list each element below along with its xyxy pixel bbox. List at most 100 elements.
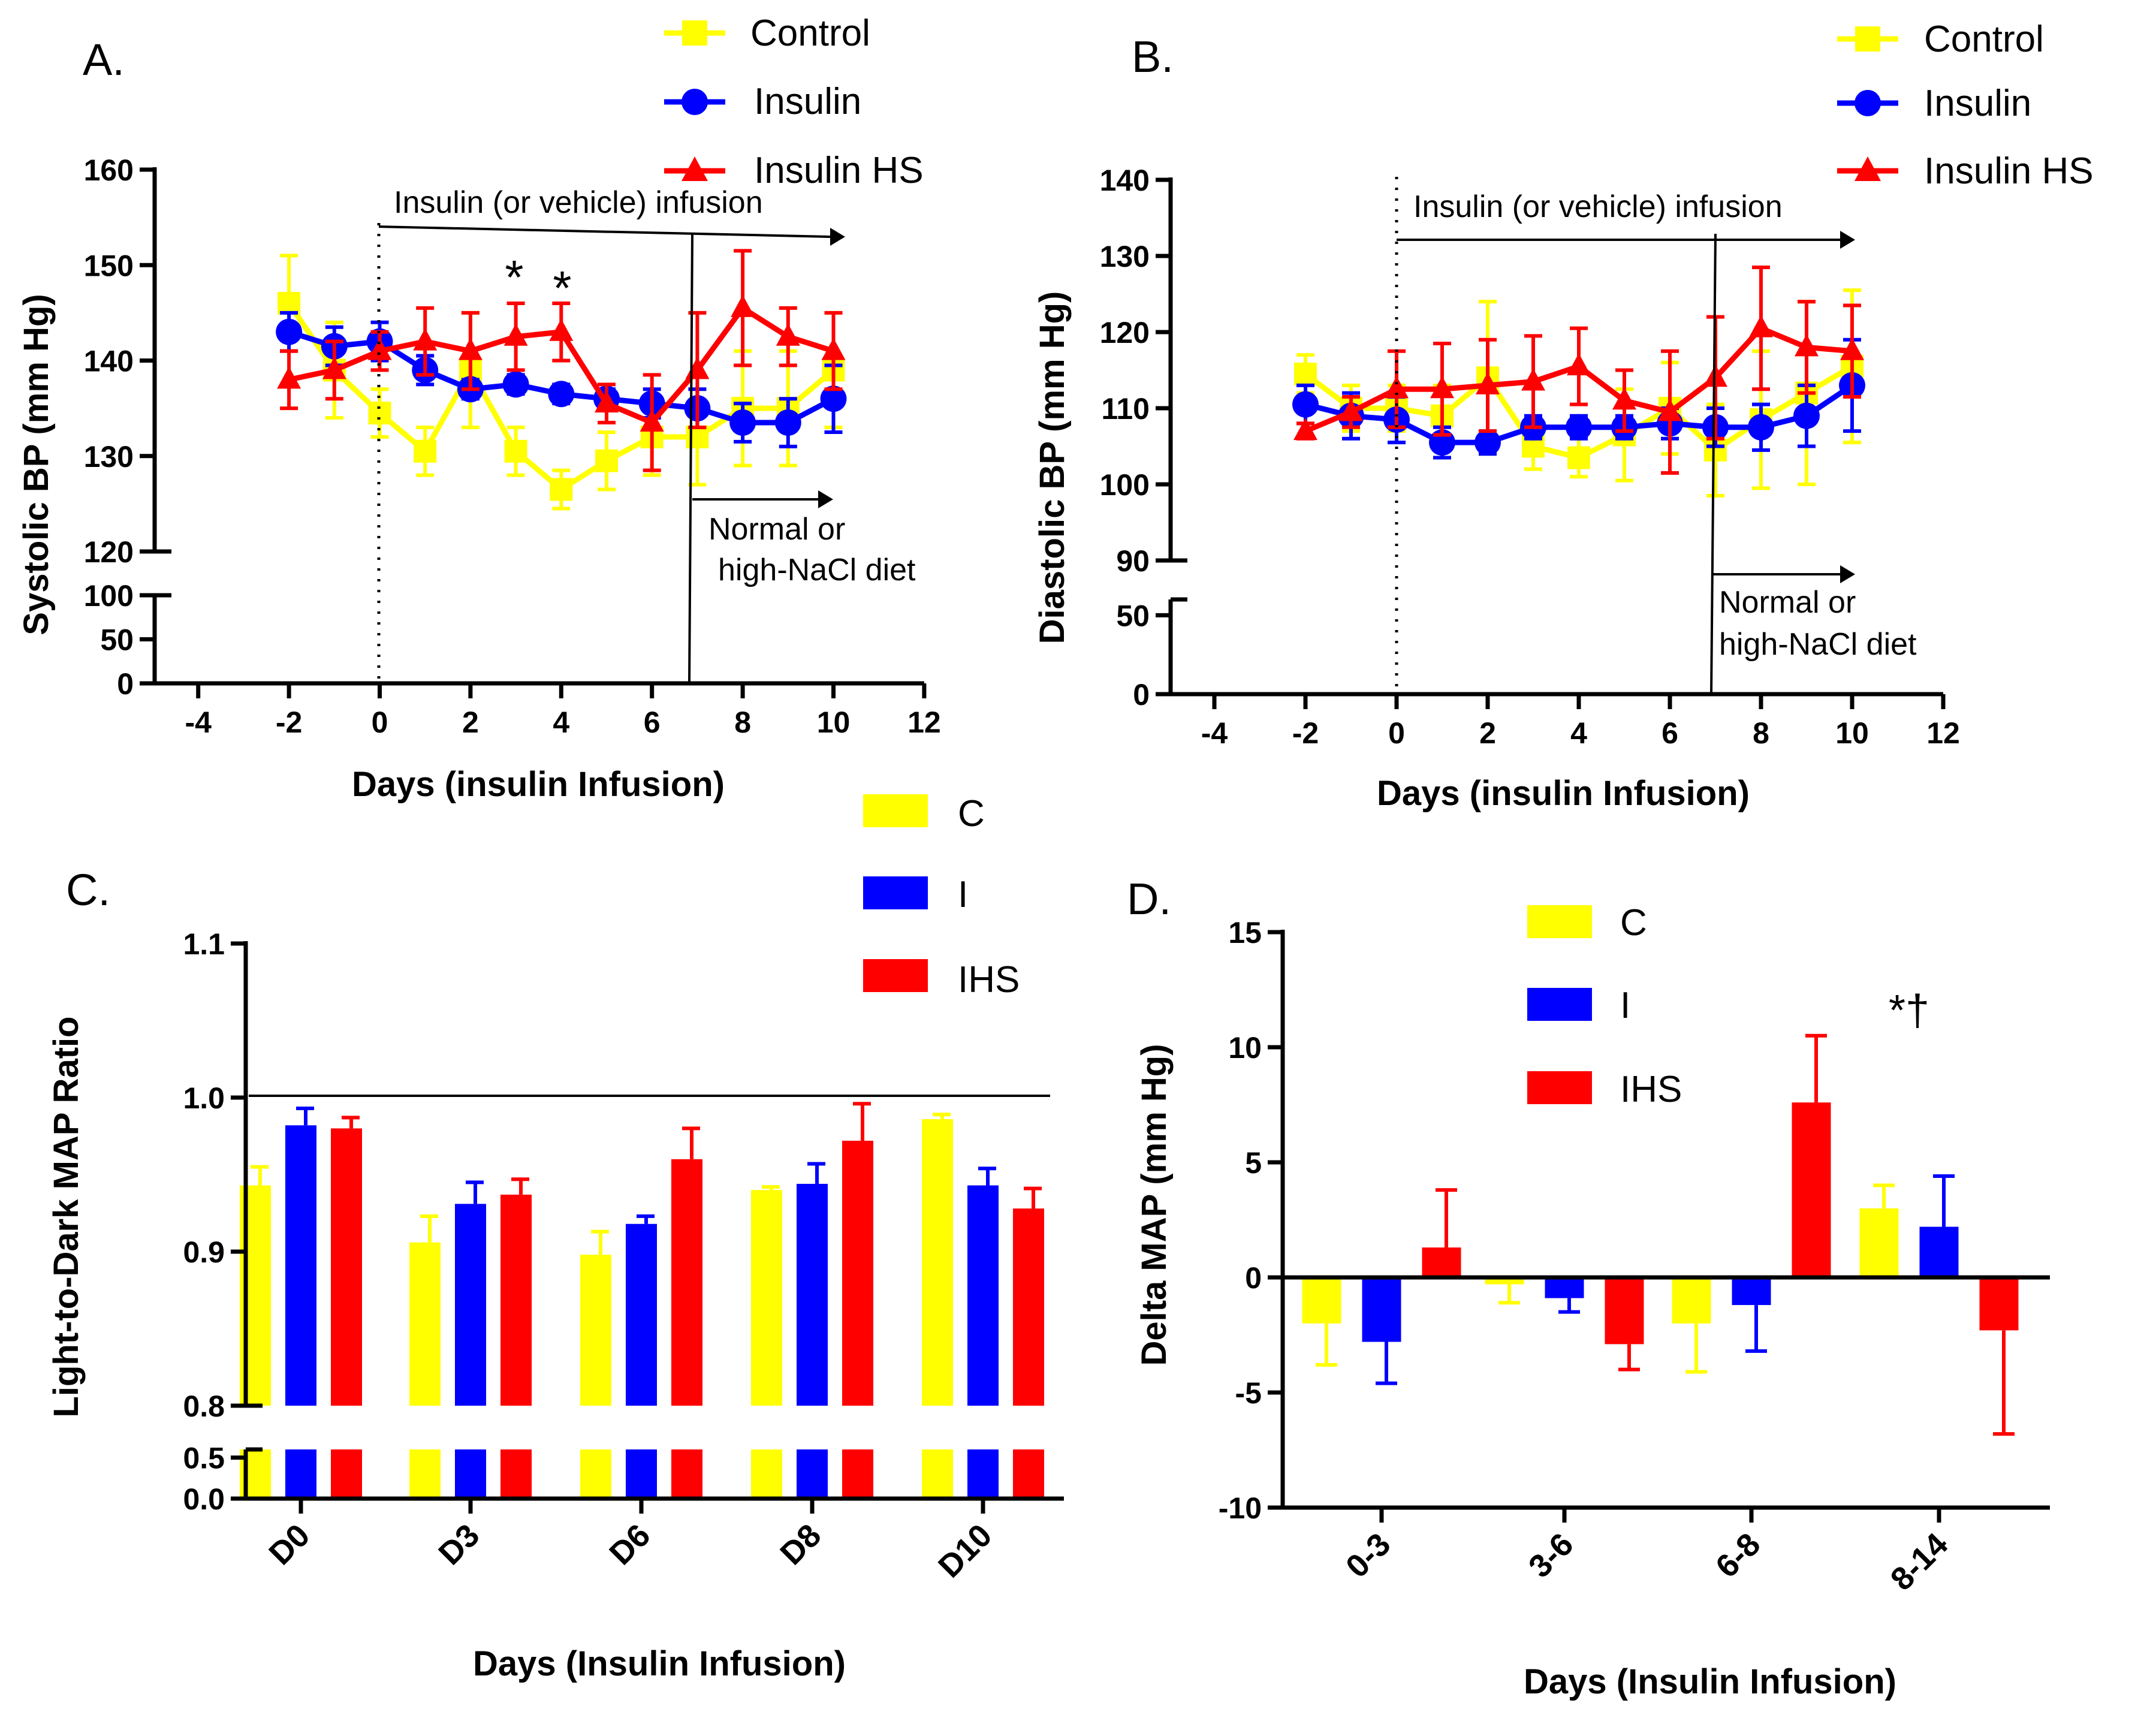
c-bar-c-upper bbox=[409, 1242, 441, 1406]
d-bar-ihs bbox=[1979, 1277, 2019, 1331]
d-bar-i bbox=[1919, 1226, 1959, 1277]
b-point-insulin-hs bbox=[1339, 399, 1363, 421]
panel-d-legend-c-swatch bbox=[1527, 905, 1592, 938]
b-y-tick-label: 110 bbox=[1101, 392, 1150, 426]
c-bar-ihs-upper bbox=[1013, 1208, 1044, 1406]
c-y-tick-label: 1.0 bbox=[183, 1081, 225, 1115]
panel-a-legend-insulin-hs-label: Insulin HS bbox=[754, 150, 924, 191]
b-x-tick-label: 4 bbox=[1570, 716, 1587, 750]
c-bar-ihs-lower bbox=[331, 1449, 362, 1499]
panel-a-y-axis-title: Systolic BP (mm Hg) bbox=[17, 294, 56, 635]
c-bar-ihs-lower bbox=[500, 1449, 532, 1499]
panel-c-legend-ihs-swatch bbox=[863, 959, 928, 992]
panel-d-x-axis-title: Days (Insulin Infusion) bbox=[1524, 1662, 1896, 1701]
a-point-control bbox=[278, 291, 301, 315]
c-bar-i-upper bbox=[285, 1125, 316, 1406]
panel-d-axes bbox=[1280, 930, 2050, 1510]
d-bar-ihs bbox=[1605, 1277, 1644, 1345]
a-point-insulin-hs bbox=[640, 409, 664, 432]
panel-a-legend-insulin-marker bbox=[682, 89, 708, 115]
panel-b-x-axis-title: Days (insulin Infusion) bbox=[1377, 774, 1750, 813]
a-point-insulin-hs bbox=[731, 294, 755, 317]
b-point-insulin bbox=[1748, 414, 1774, 441]
a-x-tick-label: 2 bbox=[462, 706, 479, 739]
b-point-insulin bbox=[1292, 391, 1319, 418]
c-bar-ihs-upper bbox=[671, 1159, 702, 1406]
panel-a-diet-label-line1: Normal or bbox=[708, 512, 845, 547]
c-bar-ihs-lower bbox=[671, 1449, 702, 1499]
panel-b-legend-insulin-hs-label: Insulin HS bbox=[1924, 150, 2094, 192]
d-y-tick-label: -10 bbox=[1219, 1491, 1262, 1525]
panel-a-x-axis-title: Days (insulin Infusion) bbox=[352, 765, 725, 804]
panel-d-legend-i-label: I bbox=[1620, 985, 1630, 1026]
a-point-insulin bbox=[276, 318, 303, 345]
panel-b: B. Diastolic BP (mm Hg) Days (insulin In… bbox=[1033, 19, 2094, 813]
panel-b-diet-arrowhead bbox=[1840, 565, 1855, 583]
panel-b-infusion-label: Insulin (or vehicle) infusion bbox=[1413, 189, 1783, 224]
a-point-insulin bbox=[729, 409, 756, 436]
a-point-insulin bbox=[502, 371, 529, 398]
panel-d-label: D. bbox=[1127, 874, 1171, 924]
a-x-tick-label: -4 bbox=[185, 706, 212, 739]
a-y-tick-label: 50 bbox=[100, 623, 134, 657]
panel-b-legend-insulin-hs-marker bbox=[1855, 156, 1881, 181]
panel-a-diet-divider bbox=[688, 233, 693, 684]
panel-a-infusion-label: Insulin (or vehicle) infusion bbox=[394, 185, 763, 220]
a-x-tick-label: 4 bbox=[553, 706, 569, 739]
b-x-tick-label: 2 bbox=[1479, 716, 1496, 750]
panel-b-legend-insulin-hs: Insulin HS bbox=[1837, 150, 2094, 192]
panel-a-legend-control: Control bbox=[664, 13, 870, 54]
d-y-tick-label: 5 bbox=[1245, 1146, 1262, 1180]
panel-a-infusion-arrow bbox=[378, 225, 831, 238]
panel-a-significance-star-day3: * bbox=[505, 251, 523, 304]
b-point-control bbox=[1294, 362, 1317, 385]
panel-c-y-axis-title: Light-to-Dark MAP Ratio bbox=[47, 1016, 86, 1417]
d-bar-ihs bbox=[1792, 1102, 1831, 1277]
c-bar-i-lower bbox=[967, 1449, 999, 1499]
b-y-tick-label: 100 bbox=[1100, 468, 1150, 502]
d-bar-ihs bbox=[1422, 1247, 1461, 1277]
panel-b-infusion-arrowhead bbox=[1840, 231, 1855, 249]
b-x-tick-label: -4 bbox=[1201, 716, 1228, 750]
c-bar-i-upper bbox=[626, 1223, 657, 1406]
b-point-control bbox=[1567, 446, 1590, 469]
a-point-insulin-hs bbox=[503, 323, 528, 346]
c-bar-i-lower bbox=[626, 1449, 657, 1499]
b-x-tick-label: -2 bbox=[1292, 716, 1319, 750]
c-bar-ihs-lower bbox=[842, 1449, 873, 1499]
panel-b-diet-divider bbox=[1710, 233, 1717, 695]
panel-d-legend-ihs: IHS bbox=[1527, 1069, 1682, 1110]
d-y-tick-label: 0 bbox=[1245, 1261, 1262, 1295]
panel-d-legend-c-label: C bbox=[1620, 902, 1647, 944]
c-y-tick-label: 0.8 bbox=[183, 1390, 225, 1423]
panel-b-legend-control-marker bbox=[1855, 26, 1880, 52]
panel-a-diet-label-line2: high-NaCl diet bbox=[718, 553, 916, 587]
panel-d-legend-ihs-label: IHS bbox=[1620, 1069, 1682, 1110]
panel-d-legend-ihs-swatch bbox=[1527, 1071, 1592, 1104]
panel-b-diet-label-line1: Normal or bbox=[1719, 585, 1856, 620]
c-bar-ihs-upper bbox=[842, 1140, 873, 1406]
panel-a: A. Systolic BP (mm Hg) Days (insulin Inf… bbox=[17, 13, 941, 804]
panel-b-y-axis-title: Diastolic BP (mm Hg) bbox=[1033, 291, 1072, 644]
b-x-tick-label: 12 bbox=[1926, 716, 1960, 750]
panel-a-annotations: Insulin (or vehicle) infusion Normal or … bbox=[377, 185, 916, 684]
b-series-insulin-hs bbox=[1293, 266, 1864, 475]
panel-b-annotations: Insulin (or vehicle) infusion Normal or … bbox=[1395, 177, 1917, 695]
panel-b-legend-insulin-label: Insulin bbox=[1924, 83, 2031, 124]
d-bar-c bbox=[1859, 1208, 1899, 1277]
b-point-insulin-hs bbox=[1521, 368, 1545, 391]
b-y-tick-label: 50 bbox=[1116, 599, 1150, 632]
panel-c-legend-i-swatch bbox=[863, 876, 928, 909]
a-point-control bbox=[504, 439, 527, 463]
b-point-insulin-hs bbox=[1476, 372, 1500, 394]
b-point-insulin-hs bbox=[1749, 315, 1773, 337]
a-point-insulin-hs bbox=[367, 337, 392, 360]
panel-b-ticks: 90 100 110 120 130 140 0 50 -4 -2 0 2 4 6 8 10 12 bbox=[1100, 164, 1960, 750]
panel-b-legend-insulin: Insulin bbox=[1837, 83, 2031, 124]
c-y-tick-label: 0.0 bbox=[183, 1482, 225, 1516]
panel-b-legend: Control Insulin Insulin HS bbox=[1837, 19, 2094, 192]
a-y-tick-label: 130 bbox=[84, 440, 134, 474]
panel-c-legend-c-swatch bbox=[863, 794, 928, 827]
b-point-insulin bbox=[1474, 429, 1501, 456]
